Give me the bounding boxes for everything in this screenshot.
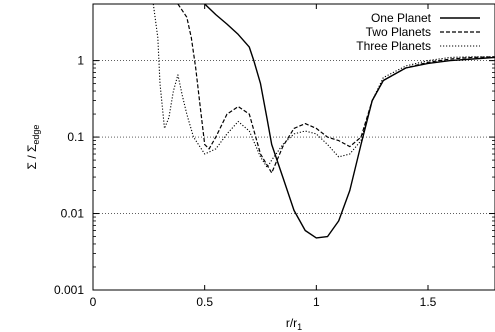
x-tick-label: 0 <box>90 295 97 309</box>
y-tick-label: 1 <box>77 54 84 68</box>
x-axis-label: r/r1 <box>286 316 302 332</box>
gridlines <box>93 60 495 214</box>
legend-label-0: One Planet <box>371 11 432 25</box>
series-layer <box>152 4 495 239</box>
x-tick-label: 1 <box>313 295 320 309</box>
y-tick-label: 0.01 <box>61 207 85 221</box>
y-axis-label: Σ / Σedge <box>25 125 41 170</box>
series-three-planets-line <box>152 4 495 169</box>
plot-frame <box>92 3 495 291</box>
x-tick-label: 0.5 <box>196 295 213 309</box>
x-tick-label: 1.5 <box>420 295 437 309</box>
series-one-planet-line <box>204 4 495 239</box>
ticks <box>92 4 495 291</box>
series-two-planets-line <box>177 4 495 174</box>
y-tick-label: 0.1 <box>67 130 84 144</box>
y-tick-label: 0.001 <box>54 283 84 297</box>
legend-label-1: Two Planets <box>366 25 431 39</box>
legend-label-2: Three Planets <box>356 39 431 53</box>
tick-labels: 0 0.5 1 1.5 0.001 0.01 0.1 1 <box>54 54 437 309</box>
